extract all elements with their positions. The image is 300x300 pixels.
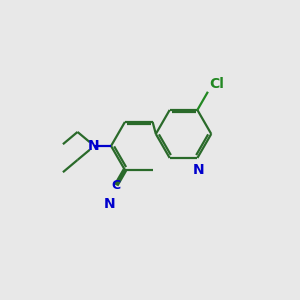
Text: C: C — [111, 178, 120, 192]
Text: N: N — [104, 197, 116, 211]
Text: Cl: Cl — [209, 76, 224, 91]
Text: N: N — [88, 139, 99, 153]
Text: N: N — [193, 163, 205, 177]
